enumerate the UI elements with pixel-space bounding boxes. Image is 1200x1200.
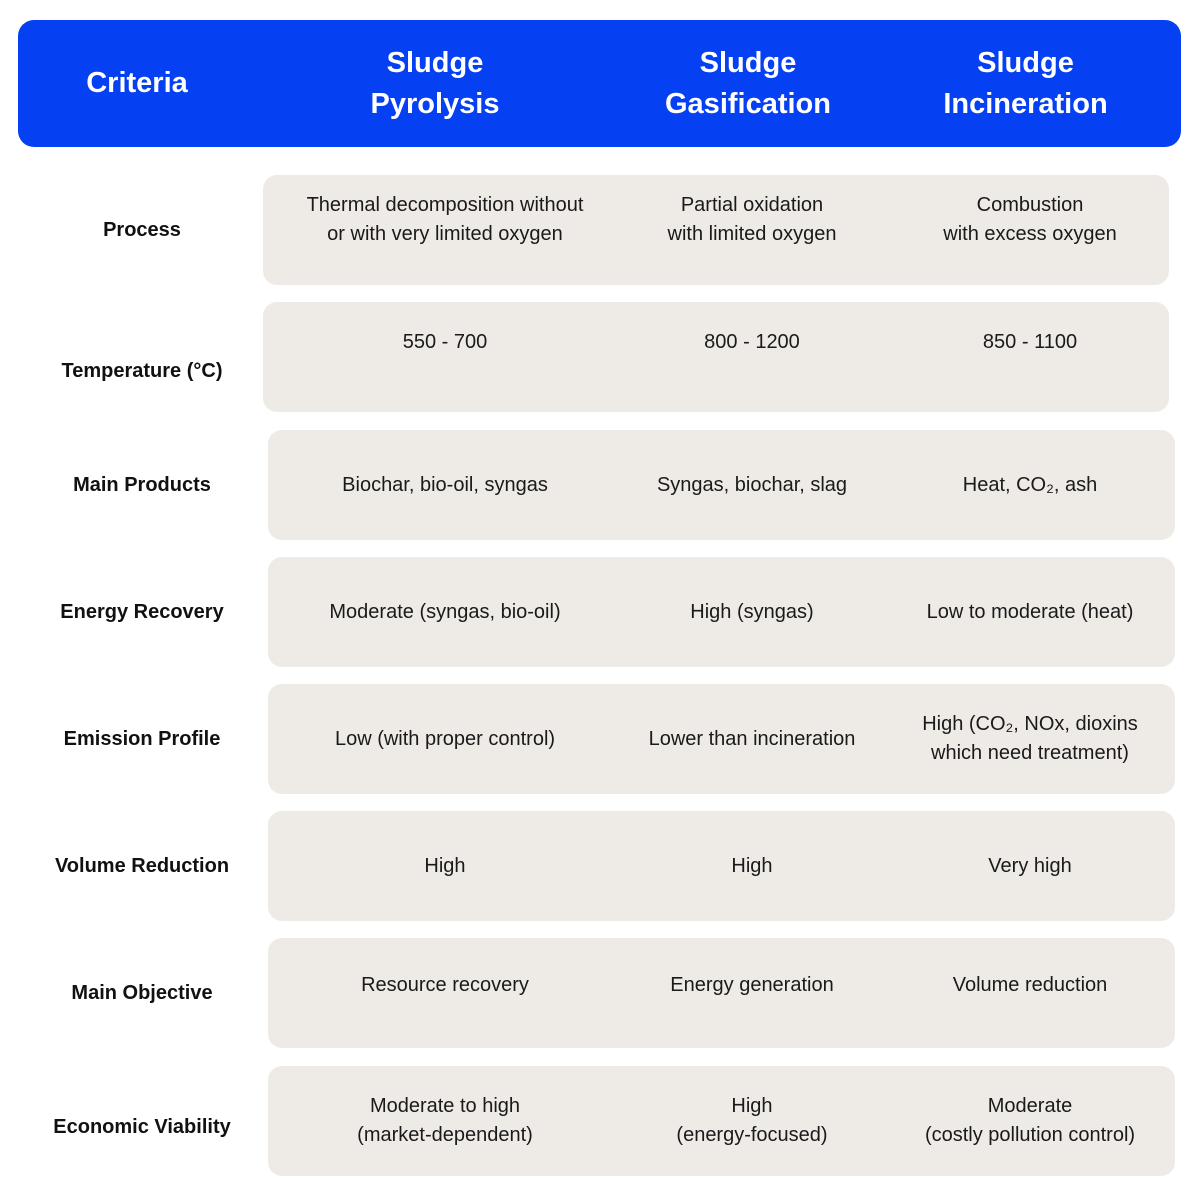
table-row: Main Products Biochar, bio-oil, syngas Syn… [0, 430, 1200, 540]
table-cell: High [731, 854, 773, 877]
table-cell: Volume reduction [952, 973, 1108, 996]
table-row: Process Thermal decomposition without or … [0, 175, 1200, 285]
table-row: Volume Reduction High High Very high [0, 811, 1200, 921]
table-row: Economic Viability Moderate to high (mark… [0, 1066, 1200, 1176]
table-cell: Partial oxidation with limited oxygen [667, 194, 837, 245]
table-cell: Thermal decomposition without or with ve… [306, 194, 584, 245]
table-cell: Lower than incineration [648, 727, 856, 750]
header-criteria: Criteria [86, 67, 188, 99]
table-cell: 800 - 1200 [704, 330, 800, 353]
table-cell: Heat, CO₂, ash [962, 473, 1098, 496]
table-row: Energy Recovery Moderate (syngas, bio-oil… [0, 557, 1200, 667]
row-label: Main Products [73, 473, 211, 496]
row-label: Process [103, 218, 181, 241]
header-pyrolysis: Sludge Pyrolysis [370, 46, 500, 120]
table-row: Emission Profile Low (with proper control… [0, 684, 1200, 794]
row-label: Volume Reduction [54, 854, 230, 877]
table-cell: Resource recovery [361, 973, 529, 996]
table-cell: Combustion with excess oxygen [943, 194, 1117, 245]
header-incineration: Sludge Incineration [943, 46, 1108, 120]
row-background [268, 684, 1175, 794]
table-header: Criteria Sludge Pyrolysis Sludge Gasific… [18, 20, 1181, 147]
table-cell: High [424, 854, 466, 877]
table-cell: Moderate (costly pollution control) [924, 1095, 1136, 1146]
table-row: Main Objective Resource recovery Energy ge… [0, 938, 1200, 1048]
table-cell: Low (with proper control) [334, 727, 556, 750]
table-cell: Syngas, biochar, slag [656, 473, 848, 496]
table-cell: Low to moderate (heat) [926, 600, 1134, 623]
table-cell: Energy generation [670, 973, 834, 996]
row-label: Economic Viability [53, 1115, 231, 1138]
table-cell: Biochar, bio-oil, syngas [342, 473, 548, 496]
table-cell: High (CO₂, NOx, dioxins which need treat… [922, 713, 1138, 764]
row-background [268, 811, 1175, 921]
row-label: Temperature (°C) [61, 359, 223, 382]
table-cell: 550 - 700 [402, 330, 488, 353]
header-gasification: Sludge Gasification [665, 46, 831, 120]
table-cell: Very high [988, 854, 1072, 877]
row-label: Energy Recovery [60, 600, 224, 623]
table-cell: Moderate to high (market-dependent) [357, 1095, 533, 1146]
table-row: Temperature (°C) 550 - 700 800 - 1200 850 -… [0, 302, 1200, 412]
row-background [263, 175, 1169, 285]
row-background [268, 1066, 1175, 1176]
row-background [268, 430, 1175, 540]
table-cell: 850 - 1100 [982, 330, 1078, 353]
table-cell: High (syngas) [690, 600, 814, 623]
table-cell: High (energy-focused) [676, 1095, 828, 1146]
row-label: Main Objective [71, 981, 213, 1004]
row-background [263, 302, 1169, 412]
row-label: Emission Profile [63, 727, 221, 750]
table-cell: Moderate (syngas, bio-oil) [329, 600, 561, 623]
row-background [268, 938, 1175, 1048]
row-background [268, 557, 1175, 667]
